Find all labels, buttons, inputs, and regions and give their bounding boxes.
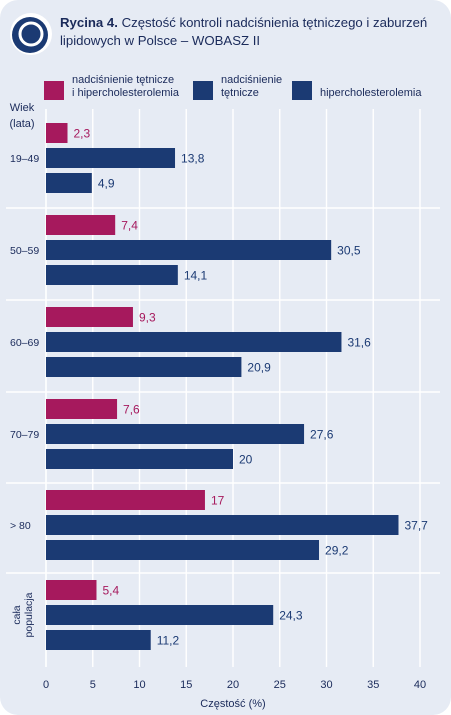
ring-logo-icon: [10, 13, 52, 55]
bar-value-label: 2,3: [74, 127, 91, 141]
category-label-line2: populacja: [23, 592, 35, 637]
bar: [46, 307, 133, 327]
bar: [46, 449, 233, 469]
bar: [46, 580, 97, 600]
figure-number: Rycina 4.: [60, 15, 118, 30]
x-tick-label: 30: [320, 679, 332, 691]
legend-label-line1: nadciśnienie tętnicze: [72, 74, 175, 86]
bar: [46, 399, 118, 419]
category-label: 19–49: [10, 153, 39, 165]
bar: [46, 515, 399, 535]
legend-label-hypertension: nadciśnienie tętnicze: [221, 74, 301, 99]
bar: [46, 123, 68, 143]
bar: [46, 630, 151, 650]
bar: [46, 540, 320, 560]
bar-value-label: 31,6: [347, 336, 371, 350]
bar: [46, 240, 332, 260]
bar: [46, 332, 342, 352]
legend-swatch-navy: [193, 81, 213, 100]
bar-value-label: 13,8: [181, 152, 205, 166]
bar: [46, 490, 205, 510]
category-label: 60–69: [10, 337, 39, 349]
x-tick-label: 20: [227, 679, 239, 691]
category-label: 50–59: [10, 245, 39, 257]
legend-label-hypercholesterolemia: hipercholesterolemia: [320, 87, 422, 99]
figure-title: Rycina 4. Częstość kontroli nadciśnienia…: [60, 14, 440, 50]
legend-label-combined: nadciśnienie tętnicze i hipercholesterol…: [72, 74, 222, 99]
bar: [46, 265, 178, 285]
category-label: 70–79: [10, 429, 39, 441]
bar-value-label: 20,9: [247, 361, 271, 375]
x-tick-label: 5: [90, 679, 96, 691]
x-tick-label: 35: [367, 679, 379, 691]
bar-value-label: 11,2: [157, 634, 180, 648]
x-tick-label: 15: [180, 679, 192, 691]
bar-value-label: 17: [211, 494, 225, 508]
bar-value-label: 7,6: [123, 403, 140, 417]
bar: [46, 605, 274, 625]
x-tick-label: 25: [274, 679, 286, 691]
legend-label-line2: i hipercholesterolemia: [72, 86, 179, 99]
legend-label-line1: nadciśnienie: [221, 74, 283, 86]
bar-value-label: 5,4: [102, 584, 119, 598]
bar-value-label: 24,3: [279, 609, 303, 623]
bar-value-label: 9,3: [139, 311, 156, 325]
bar-value-label: 37,7: [404, 519, 428, 533]
bar-value-label: 7,4: [121, 219, 138, 233]
y-axis-title: Wiek: [10, 102, 35, 114]
category-label: całapopulacja: [11, 592, 35, 637]
x-tick-label: 10: [133, 679, 145, 691]
legend-swatch-magenta: [44, 81, 64, 100]
bar: [46, 148, 176, 168]
bar: [46, 357, 242, 377]
bar-value-label: 20: [239, 453, 253, 467]
x-tick-label: 40: [414, 679, 426, 691]
category-label-line1: cała: [11, 605, 23, 624]
y-axis-title-unit: (lata): [9, 118, 34, 130]
legend-swatch-navy: [292, 81, 312, 100]
legend-label-line2: tętnicze: [221, 86, 259, 99]
bar-value-label: 14,1: [184, 269, 208, 283]
bar: [46, 215, 116, 235]
bar: [46, 424, 305, 444]
bar-value-label: 4,9: [98, 177, 115, 191]
x-tick-label: 0: [43, 679, 49, 691]
bar-value-label: 30,5: [337, 244, 361, 258]
bar: [46, 173, 92, 193]
category-label: > 80: [10, 520, 31, 532]
figure-title-text: Częstość kontroli nadciśnienia tętniczeg…: [60, 15, 428, 48]
bar-value-label: 29,2: [325, 544, 349, 558]
x-axis-title: Częstość (%): [200, 698, 265, 710]
bar-value-label: 27,6: [310, 428, 334, 442]
